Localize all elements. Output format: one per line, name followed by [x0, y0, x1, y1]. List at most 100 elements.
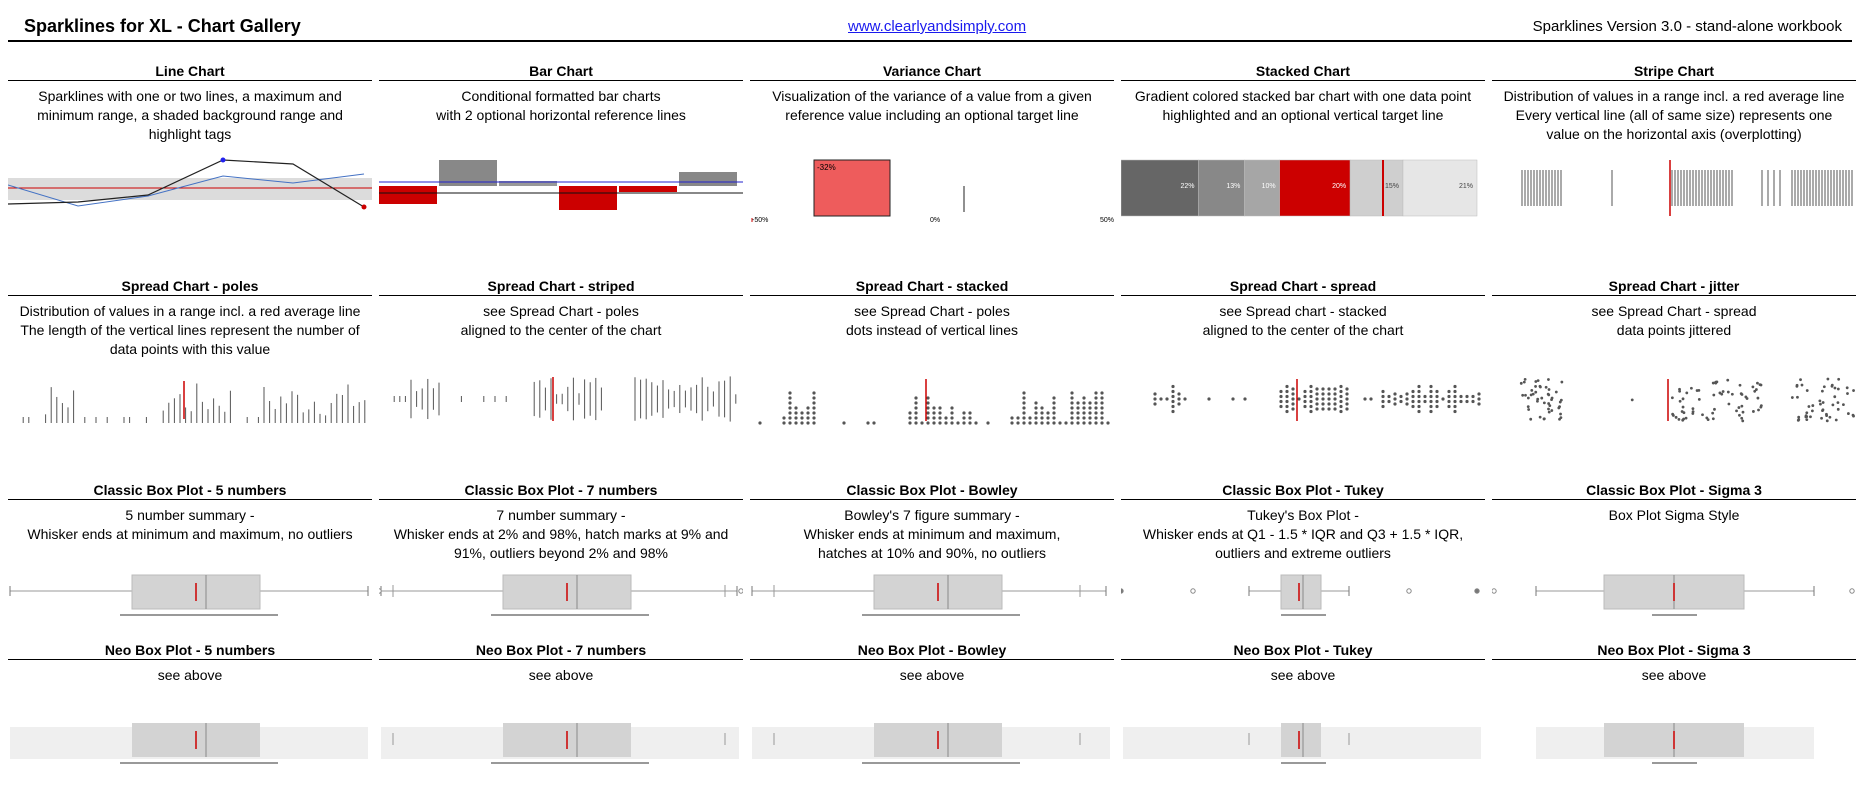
data-dot: [932, 416, 936, 420]
box: [131, 574, 261, 610]
chart-card-description: see above: [1270, 667, 1336, 683]
data-dot: [1751, 385, 1755, 389]
data-dot: [1339, 384, 1343, 389]
data-dot: [920, 421, 924, 425]
data-dot: [1711, 417, 1715, 421]
data-dot: [1547, 378, 1550, 381]
chart-card-description: Distribution of values in a range incl. …: [1503, 88, 1845, 142]
chart-card-box5: Classic Box Plot - 5 numbers 5 number sum…: [8, 481, 372, 616]
data-dot: [1171, 409, 1175, 414]
data-dot: [1834, 418, 1838, 422]
chart-card-description: see above: [1641, 667, 1707, 683]
data-dot: [1040, 421, 1044, 425]
chart-card-title: Neo Box Plot - Bowley: [750, 641, 1114, 660]
data-dot: [1291, 392, 1295, 396]
data-dot: [926, 416, 930, 420]
data-dot: [1309, 389, 1313, 394]
data-dot: [1309, 384, 1313, 389]
data-dot: [956, 421, 960, 425]
data-dot: [1550, 396, 1554, 400]
data-dot: [908, 411, 912, 415]
data-dot: [1544, 385, 1548, 389]
data-dot: [1836, 387, 1840, 391]
chart-card-description: Visualization of the variance of a value…: [772, 88, 1092, 123]
data-dot: [1327, 387, 1331, 391]
data-dot: [1315, 397, 1319, 401]
data-dot: [926, 396, 930, 400]
data-dot: [1327, 407, 1331, 411]
data-dot: [788, 411, 792, 415]
data-dot: [1381, 399, 1385, 404]
data-dot: [806, 421, 810, 425]
outlier-marker: [1474, 588, 1480, 594]
sparkline-neo7: [381, 723, 739, 764]
data-dot: [914, 406, 918, 410]
data-dot: [1297, 397, 1301, 401]
data-dot: [1339, 394, 1343, 399]
data-dot: [1070, 406, 1074, 410]
data-dot: [1046, 421, 1050, 425]
data-dot: [1630, 398, 1634, 402]
data-dot: [1417, 384, 1421, 389]
chart-card-title: Spread Chart - striped: [379, 277, 743, 296]
data-dot: [800, 411, 804, 415]
data-dot: [1070, 401, 1074, 405]
data-dot: [1177, 392, 1181, 396]
variance-bar: [813, 159, 891, 217]
data-dot: [1363, 397, 1367, 401]
chart-card-title: Stripe Chart: [1492, 62, 1856, 81]
data-dot: [1052, 406, 1056, 410]
data-dot: [1094, 401, 1098, 405]
data-dot: [1828, 415, 1832, 419]
data-dot: [1094, 391, 1098, 395]
data-dot: [1820, 389, 1824, 393]
data-dot: [1690, 386, 1693, 390]
chart-card-dotspread: Spread Chart - spread see Spread chart - …: [1121, 277, 1485, 421]
data-dot: [1309, 409, 1313, 414]
data-dot: [1842, 403, 1845, 406]
data-dot: [1435, 389, 1439, 394]
data-dot: [758, 421, 762, 425]
data-dot: [1836, 407, 1840, 411]
data-dot: [1477, 402, 1481, 406]
data-dot: [1082, 416, 1086, 420]
data-dot: [788, 401, 792, 405]
stack-segment-3: [1244, 159, 1280, 217]
data-dot: [1339, 409, 1343, 414]
data-dot: [1740, 393, 1744, 396]
data-dot: [1756, 396, 1760, 400]
data-dot: [1070, 421, 1074, 425]
data-dot: [1429, 399, 1433, 404]
website-link[interactable]: www.clearlyandsimply.com: [848, 18, 1027, 35]
data-dot: [1076, 406, 1080, 410]
data-dot: [1547, 388, 1551, 391]
data-dot: [944, 421, 948, 425]
axis-tick-label: 0%: [930, 217, 940, 222]
data-dot: [1291, 407, 1295, 411]
data-dot: [1752, 410, 1755, 413]
data-dot: [926, 401, 930, 405]
chart-card-description: see Spread Chart - poles aligned to the …: [460, 303, 662, 338]
data-dot: [1088, 401, 1092, 405]
data-dot: [1417, 399, 1421, 404]
data-dot: [1796, 395, 1799, 399]
data-dot: [1279, 404, 1283, 409]
chart-card-jitter: Spread Chart - jitter see Spread Chart - …: [1492, 277, 1856, 423]
box: [1280, 574, 1322, 610]
data-dot: [932, 411, 936, 415]
data-dot: [1790, 396, 1794, 399]
data-dot: [1411, 404, 1415, 409]
data-dot: [1695, 389, 1699, 392]
data-dot: [1070, 416, 1074, 420]
data-dot: [1076, 421, 1080, 425]
data-dot: [1052, 401, 1056, 405]
data-dot: [1536, 379, 1540, 383]
data-dot: [962, 411, 966, 415]
data-dot: [1070, 396, 1074, 400]
data-dot: [1684, 416, 1688, 420]
outlier-marker: [738, 588, 743, 594]
data-dot: [1435, 399, 1439, 404]
data-dot: [1088, 416, 1092, 420]
max-marker: [220, 157, 226, 163]
data-dot: [1417, 389, 1421, 394]
